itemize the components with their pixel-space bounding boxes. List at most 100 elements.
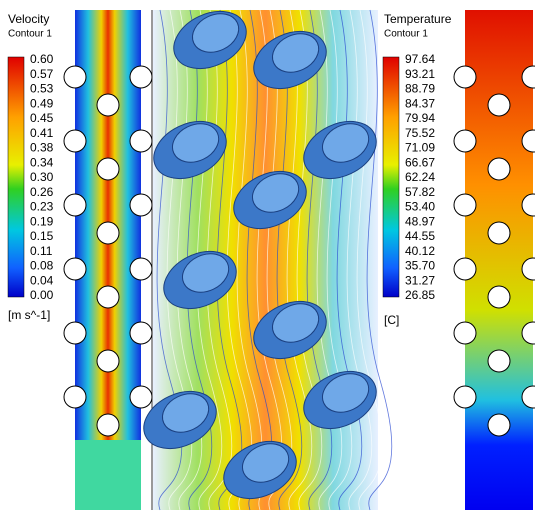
colorbar-label: 0.57 bbox=[30, 67, 54, 81]
legend-title: Temperature bbox=[384, 12, 452, 26]
colorbar-label: 57.82 bbox=[405, 185, 435, 199]
cylinder-face bbox=[192, 13, 240, 53]
cylinder-face bbox=[252, 173, 300, 213]
streamline bbox=[166, 9, 193, 511]
cylinder-half bbox=[453, 193, 477, 217]
cylinder-face bbox=[162, 393, 210, 433]
cylinder-hole bbox=[96, 413, 120, 437]
colorbar bbox=[7, 56, 25, 298]
cylinder-hole bbox=[96, 221, 120, 245]
streamline bbox=[186, 9, 213, 511]
cylinder-half bbox=[63, 129, 87, 153]
colorbar-label: 53.40 bbox=[405, 200, 435, 214]
cylinder-hole bbox=[487, 413, 511, 437]
legend-unit: [m s^-1] bbox=[8, 308, 50, 322]
cylinder-face bbox=[242, 443, 290, 483]
colorbar-label: 31.27 bbox=[405, 273, 435, 287]
legend-subtitle: Contour 1 bbox=[384, 29, 428, 40]
cylinder-face bbox=[322, 123, 370, 163]
legend-unit: [C] bbox=[384, 313, 399, 327]
colorbar-label: 0.15 bbox=[30, 229, 54, 243]
cylinder-half bbox=[521, 193, 535, 217]
colorbar-label: 0.23 bbox=[30, 200, 54, 214]
cylinder-face bbox=[182, 253, 230, 293]
cylinder-half bbox=[521, 321, 535, 345]
cylinder-half bbox=[521, 129, 535, 153]
colorbar-label: 0.38 bbox=[30, 141, 54, 155]
colorbar-label: 0.45 bbox=[30, 111, 54, 125]
colorbar-label: 97.64 bbox=[405, 52, 435, 66]
colorbar-label: 71.09 bbox=[405, 141, 435, 155]
geometry bbox=[63, 9, 535, 511]
colorbar-label: 0.53 bbox=[30, 82, 54, 96]
colorbar-label: 88.79 bbox=[405, 82, 435, 96]
colorbar-label: 66.67 bbox=[405, 155, 435, 169]
cylinder-hole bbox=[96, 157, 120, 181]
streamline bbox=[326, 9, 353, 511]
streamline bbox=[296, 9, 323, 511]
cylinder-half bbox=[129, 129, 153, 153]
colorbar-label: 48.97 bbox=[405, 214, 435, 228]
legend-subtitle: Contour 1 bbox=[8, 29, 52, 40]
cylinder-half bbox=[129, 257, 153, 281]
streamline bbox=[346, 9, 373, 511]
streamline bbox=[176, 9, 203, 511]
colorbar-label: 93.21 bbox=[405, 67, 435, 81]
cylinder-face bbox=[272, 303, 320, 343]
colorbar-label: 75.52 bbox=[405, 126, 435, 140]
colorbar-label: 0.41 bbox=[30, 126, 54, 140]
cylinder-hole bbox=[487, 93, 511, 117]
colorbar-label: 0.49 bbox=[30, 96, 54, 110]
streamline bbox=[156, 9, 183, 511]
cylinder-hole bbox=[487, 221, 511, 245]
cylinder-hole bbox=[96, 349, 120, 373]
streamline bbox=[196, 9, 223, 511]
cylinder-half bbox=[63, 385, 87, 409]
colorbar-label: 0.04 bbox=[30, 273, 54, 287]
colorbar-label: 0.00 bbox=[30, 288, 54, 302]
cylinder-half bbox=[63, 257, 87, 281]
colorbar-label: 62.24 bbox=[405, 170, 435, 184]
colorbar-label: 84.37 bbox=[405, 96, 435, 110]
cylinder-half bbox=[129, 65, 153, 89]
streamline bbox=[366, 9, 393, 511]
cylinder-half bbox=[63, 193, 87, 217]
cylinder-face bbox=[322, 373, 370, 413]
streamline bbox=[306, 9, 333, 511]
cylinder-half bbox=[63, 321, 87, 345]
cylinder-hole bbox=[96, 285, 120, 309]
colorbar-label: 0.11 bbox=[30, 244, 53, 258]
colorbar-label: 79.94 bbox=[405, 111, 435, 125]
colorbar bbox=[382, 56, 400, 298]
colorbar-label: 0.30 bbox=[30, 170, 54, 184]
colorbar-label: 0.08 bbox=[30, 259, 54, 273]
colorbar-label: 0.26 bbox=[30, 185, 54, 199]
cylinder-half bbox=[63, 65, 87, 89]
cylinder-half bbox=[129, 321, 153, 345]
cylinder-hole bbox=[487, 157, 511, 181]
cylinder-half bbox=[453, 385, 477, 409]
colorbar-label: 0.19 bbox=[30, 214, 54, 228]
cylinder-face bbox=[272, 33, 320, 73]
colorbar-label: 0.34 bbox=[30, 155, 54, 169]
cylinder-half bbox=[453, 321, 477, 345]
cylinder-half bbox=[453, 257, 477, 281]
cylinder-hole bbox=[487, 285, 511, 309]
colorbar-label: 0.60 bbox=[30, 52, 54, 66]
cylinder-half bbox=[521, 257, 535, 281]
cylinder-half bbox=[521, 65, 535, 89]
cylinder-half bbox=[453, 65, 477, 89]
colorbar-label: 40.12 bbox=[405, 244, 435, 258]
cylinder-half bbox=[521, 385, 535, 409]
streamline bbox=[206, 9, 233, 511]
velocity-inlet bbox=[75, 440, 141, 510]
cylinder-half bbox=[129, 385, 153, 409]
streamline bbox=[316, 9, 343, 511]
cylinder-half bbox=[129, 193, 153, 217]
streamline bbox=[356, 9, 383, 511]
colorbar-label: 44.55 bbox=[405, 229, 435, 243]
cylinder-face bbox=[172, 123, 220, 163]
colorbar-label: 26.85 bbox=[405, 288, 435, 302]
